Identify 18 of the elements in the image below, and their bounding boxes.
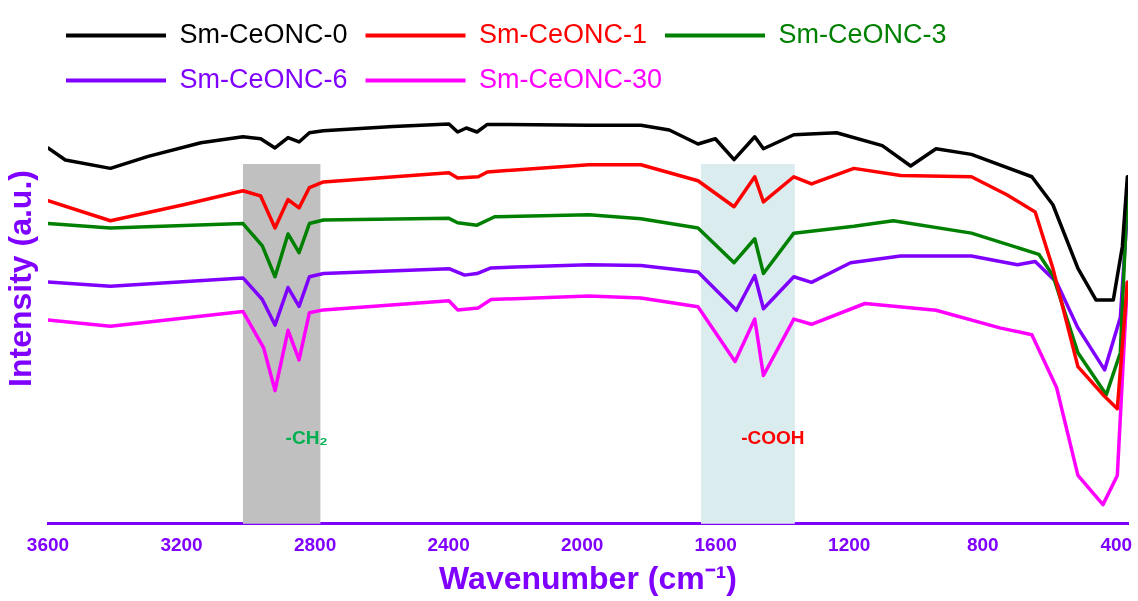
- x-tick-label: 2000: [561, 534, 604, 556]
- x-tick-label: 1600: [694, 534, 737, 556]
- legend-label: Sm-CeONC-3: [778, 18, 947, 49]
- annotation: -CH₂: [285, 427, 328, 449]
- x-tick-label: 800: [966, 534, 999, 556]
- x-axis-title: Wavenumber (cm⁻¹): [439, 559, 737, 596]
- legend-label: Sm-CeONC-0: [179, 18, 348, 49]
- annotation: -COOH: [741, 427, 805, 449]
- x-tick-label: 2400: [427, 534, 470, 556]
- legend-label: Sm-CeONC-1: [479, 18, 648, 49]
- x-tick-label: 400: [1100, 534, 1133, 556]
- legend-label: Sm-CeONC-6: [179, 63, 348, 94]
- x-tick-label: 3600: [26, 534, 70, 556]
- x-tick-label: 2800: [293, 534, 337, 556]
- x-tick-label: 1200: [828, 534, 871, 556]
- x-tick-label: 3200: [160, 534, 203, 556]
- y-axis-title: Intensity (a.u.): [1, 169, 39, 389]
- legend-label: Sm-CeONC-30: [479, 63, 663, 94]
